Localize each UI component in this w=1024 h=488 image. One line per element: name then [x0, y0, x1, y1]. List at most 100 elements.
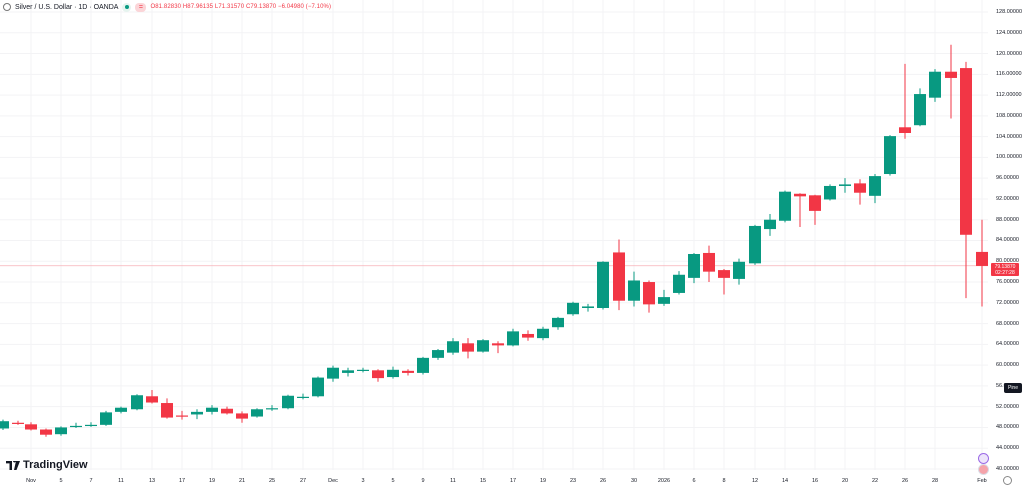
candle[interactable] — [100, 410, 112, 426]
candle[interactable] — [25, 422, 37, 431]
candle[interactable] — [161, 398, 173, 419]
candle[interactable] — [507, 328, 519, 347]
candle[interactable] — [0, 419, 9, 431]
candle[interactable] — [613, 239, 625, 311]
lightning-icon[interactable] — [978, 453, 989, 464]
candle[interactable] — [733, 258, 745, 285]
candle[interactable] — [40, 428, 52, 437]
candle[interactable] — [236, 411, 248, 423]
candle[interactable] — [191, 409, 203, 420]
candle[interactable] — [643, 280, 655, 313]
candle[interactable] — [976, 219, 988, 307]
candle[interactable] — [146, 390, 158, 404]
candle[interactable] — [402, 369, 414, 376]
flag-icon[interactable]: = — [135, 2, 147, 12]
candle[interactable] — [960, 61, 972, 299]
candle[interactable] — [552, 316, 564, 330]
candle[interactable] — [417, 356, 429, 375]
candle[interactable] — [794, 193, 806, 227]
candle[interactable] — [597, 261, 609, 310]
tradingview-logo[interactable]: TradingView — [6, 459, 88, 471]
time-tick-label: 8 — [722, 478, 726, 484]
change-value: −6.04980 (−7.10%) — [278, 4, 332, 10]
candle[interactable] — [206, 405, 218, 415]
candle[interactable] — [688, 252, 700, 284]
candle[interactable] — [884, 135, 896, 176]
candle[interactable] — [477, 339, 489, 353]
time-tick-label: 26 — [599, 478, 607, 484]
candle[interactable] — [131, 394, 143, 411]
candle[interactable] — [221, 406, 233, 415]
price-tick-label: 108.00000 — [996, 112, 1022, 119]
price-tick-label: 72.00000 — [996, 299, 1019, 306]
candle[interactable] — [115, 406, 127, 414]
time-tick-label: 26 — [901, 478, 909, 484]
candle[interactable] — [537, 326, 549, 341]
candle[interactable] — [628, 271, 640, 307]
candle[interactable] — [809, 194, 821, 225]
time-tick-label: 12 — [751, 478, 759, 484]
price-tick-label: 84.00000 — [996, 237, 1019, 244]
candle[interactable] — [914, 88, 926, 127]
candle[interactable] — [854, 179, 866, 205]
price-tick-label: 64.00000 — [996, 341, 1019, 348]
settings-gear-icon[interactable] — [1003, 476, 1012, 485]
symbol-title[interactable]: Silver / U.S. Dollar · 1D · OANDA — [15, 3, 119, 11]
candle[interactable] — [567, 301, 579, 316]
price-tick-label: 68.00000 — [996, 320, 1019, 327]
time-tick-label: 23 — [569, 478, 577, 484]
candle[interactable] — [432, 349, 444, 360]
price-tick-label: 100.00000 — [996, 154, 1022, 161]
candle[interactable] — [945, 44, 957, 119]
time-tick-label: 25 — [268, 478, 276, 484]
candle[interactable] — [282, 394, 294, 410]
candle[interactable] — [462, 338, 474, 359]
candle[interactable] — [327, 365, 339, 382]
price-chart[interactable] — [0, 0, 988, 470]
candle[interactable] — [929, 69, 941, 102]
candle[interactable] — [251, 408, 263, 418]
time-tick-label: 22 — [871, 478, 879, 484]
candle[interactable] — [582, 303, 594, 312]
candle[interactable] — [839, 178, 851, 193]
price-tick-label: 40.00000 — [996, 465, 1019, 472]
candle[interactable] — [85, 422, 97, 427]
candle[interactable] — [749, 224, 761, 265]
candle[interactable] — [387, 366, 399, 379]
candle[interactable] — [824, 184, 836, 201]
time-tick-label: Feb — [977, 478, 987, 484]
symbol-legend: Silver / U.S. Dollar · 1D · OANDA = O81.… — [3, 1, 331, 13]
candle[interactable] — [266, 405, 278, 411]
candle[interactable] — [522, 330, 534, 341]
candle[interactable] — [176, 410, 188, 420]
candle[interactable] — [673, 271, 685, 295]
candle[interactable] — [764, 214, 776, 236]
symbol-logo-icon — [3, 3, 11, 11]
candle[interactable] — [342, 367, 354, 377]
time-tick-label: Nov — [26, 478, 36, 484]
candle[interactable] — [297, 393, 309, 400]
candle[interactable] — [779, 190, 791, 223]
us-flag-icon[interactable] — [978, 464, 989, 475]
candle[interactable] — [312, 376, 324, 398]
candle[interactable] — [70, 422, 82, 428]
pine-badge[interactable]: Pine — [1004, 383, 1022, 393]
candle[interactable] — [12, 420, 24, 425]
candle[interactable] — [718, 269, 730, 295]
price-tick-label: 104.00000 — [996, 133, 1022, 140]
candle[interactable] — [899, 63, 911, 139]
price-tick-label: 44.00000 — [996, 445, 1019, 452]
time-tick-label: 14 — [781, 478, 789, 484]
candle[interactable] — [703, 245, 715, 283]
candle[interactable] — [447, 338, 459, 355]
candle[interactable] — [658, 289, 670, 306]
time-tick-label: 7 — [89, 478, 93, 484]
candle[interactable] — [55, 426, 67, 436]
candle[interactable] — [357, 367, 369, 373]
time-tick-label: 21 — [238, 478, 246, 484]
time-tick-label: 11 — [118, 478, 124, 484]
candle[interactable] — [372, 369, 384, 382]
candle[interactable] — [492, 341, 504, 354]
candle[interactable] — [869, 174, 881, 204]
